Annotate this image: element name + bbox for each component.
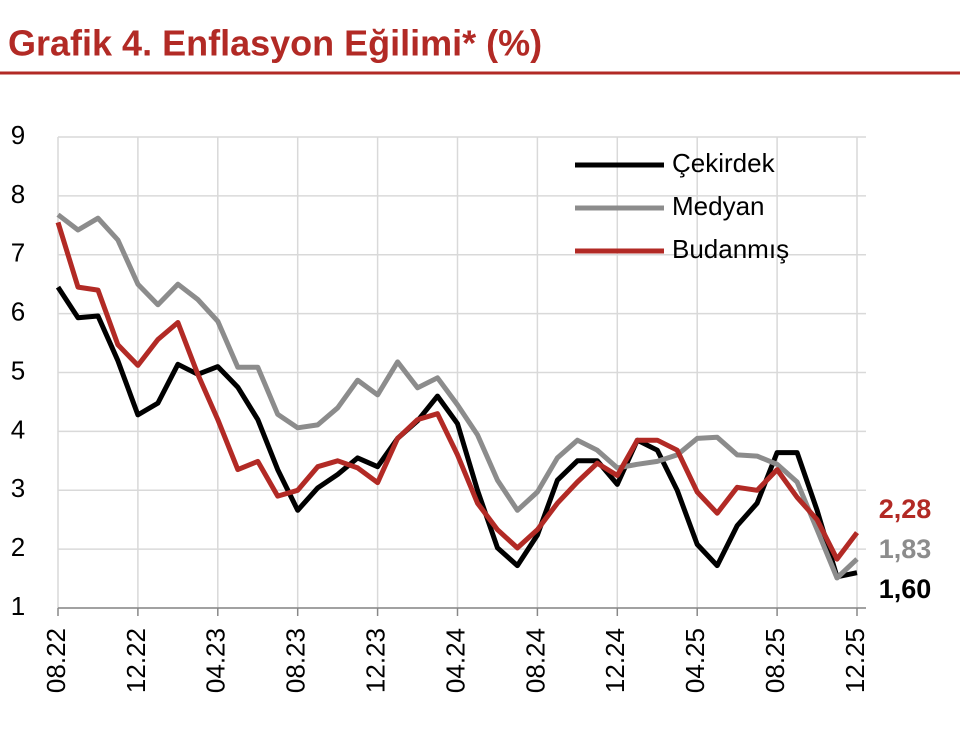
legend-label: Budanmış bbox=[672, 234, 789, 264]
y-tick-label: 1 bbox=[11, 591, 25, 621]
series-line bbox=[56, 212, 859, 581]
x-tick-label: 08.25 bbox=[760, 628, 790, 693]
y-tick-label: 5 bbox=[11, 355, 25, 385]
x-tick-label: 12.24 bbox=[600, 628, 630, 693]
legend-label: Çekirdek bbox=[672, 148, 776, 178]
y-tick-label: 9 bbox=[11, 120, 25, 150]
legend-label: Medyan bbox=[672, 191, 765, 221]
x-tick-label: 04.25 bbox=[680, 628, 710, 693]
y-tick-label: 7 bbox=[11, 238, 25, 268]
y-tick-label: 6 bbox=[11, 297, 25, 327]
x-tick-label: 12.25 bbox=[840, 628, 870, 693]
value-label: 2,28 bbox=[879, 494, 932, 524]
y-tick-label: 2 bbox=[11, 532, 25, 562]
x-tick-label: 12.23 bbox=[360, 628, 390, 693]
chart-title: Grafik 4. Enflasyon Eğilimi* (%) bbox=[8, 23, 542, 64]
y-tick-label: 8 bbox=[11, 179, 25, 209]
x-tick-label: 12.22 bbox=[121, 628, 151, 693]
x-tick-label: 08.24 bbox=[520, 628, 550, 693]
x-tick-label: 04.23 bbox=[201, 628, 231, 693]
y-tick-label: 4 bbox=[11, 414, 25, 444]
x-tick-label: 08.22 bbox=[41, 628, 71, 693]
value-label: 1,60 bbox=[879, 574, 932, 604]
x-tick-label: 04.24 bbox=[440, 628, 470, 693]
series-line bbox=[55, 285, 858, 580]
y-tick-label: 3 bbox=[11, 473, 25, 503]
series-line bbox=[55, 221, 859, 562]
value-label: 1,83 bbox=[879, 534, 932, 564]
x-tick-label: 08.23 bbox=[281, 628, 311, 693]
